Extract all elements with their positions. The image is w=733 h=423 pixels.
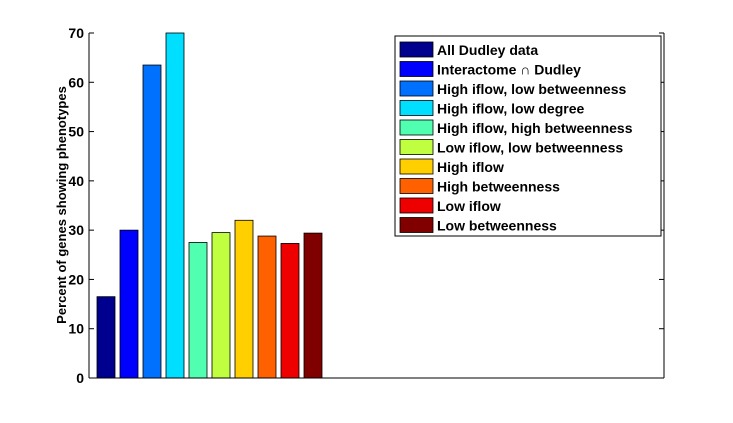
y-tick-label: 60 [68, 74, 84, 90]
legend-label: Low iflow [437, 198, 501, 214]
legend-label: High iflow, high betweenness [437, 120, 633, 136]
y-tick-label: 10 [68, 321, 84, 337]
bar-3 [142, 64, 162, 379]
legend-label: Low iflow, low betweenness [437, 140, 623, 156]
y-ticks-group: 0 10 20 30 40 50 60 70 [68, 25, 664, 386]
legend-label: High iflow, low betweenness [437, 81, 626, 97]
legend-swatch [399, 41, 434, 58]
y-tick-label: 20 [68, 271, 84, 287]
legend-swatch [399, 158, 434, 175]
bar-8 [257, 235, 277, 379]
legend-label: All Dudley data [437, 42, 538, 58]
legend-box [394, 35, 662, 237]
legend-swatch [399, 178, 434, 194]
legend-label: High iflow [437, 159, 504, 175]
bar-7 [234, 219, 254, 379]
bar-9 [280, 243, 300, 379]
legend-label: High betweenness [437, 179, 560, 195]
bars-group [96, 32, 323, 379]
legend-swatch [399, 80, 434, 97]
legend-label: Interactome ∩ Dudley [437, 62, 581, 78]
y-axis-label: Percent of genes showing phenotypes [54, 86, 69, 324]
bar-4 [165, 32, 185, 379]
bar-10 [303, 232, 323, 379]
y-tick-label: 40 [68, 173, 84, 189]
legend-swatch [399, 100, 434, 116]
legend: All Dudley data Interactome ∩ Dudley High … [394, 35, 662, 237]
bar-6 [211, 232, 231, 379]
y-tick-label: 30 [68, 222, 84, 238]
legend-swatch [399, 119, 434, 136]
legend-swatch [399, 61, 434, 77]
axes-group [88, 33, 665, 379]
bar-1 [96, 296, 116, 379]
legend-swatch [399, 197, 434, 214]
legend-label: Low betweenness [437, 218, 557, 234]
bar-5 [188, 242, 208, 379]
legend-swatch [399, 139, 434, 155]
legend-swatch [399, 217, 434, 233]
y-tick-label: 70 [68, 25, 84, 41]
bar-2 [119, 229, 139, 379]
legend-label: High iflow, low degree [437, 101, 584, 117]
y-tick-label: 50 [68, 124, 84, 140]
y-tick-label: 0 [76, 370, 84, 386]
